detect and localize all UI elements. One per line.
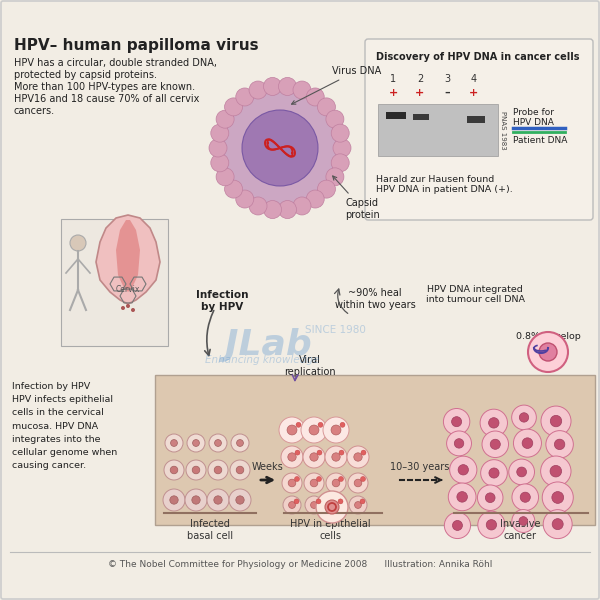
Text: SINCE 1980: SINCE 1980 — [305, 325, 365, 335]
Circle shape — [282, 473, 302, 493]
Circle shape — [216, 168, 234, 186]
Circle shape — [230, 460, 250, 480]
Circle shape — [70, 235, 86, 251]
Text: Invasive
cancer: Invasive cancer — [500, 519, 540, 541]
Circle shape — [317, 476, 322, 481]
Circle shape — [349, 496, 367, 514]
Text: +: + — [415, 88, 425, 98]
Text: 3: 3 — [444, 74, 450, 84]
Circle shape — [331, 124, 349, 142]
Circle shape — [347, 446, 369, 468]
Text: 4: 4 — [471, 74, 477, 84]
Circle shape — [170, 440, 178, 446]
Circle shape — [452, 416, 461, 427]
Circle shape — [552, 518, 563, 530]
Text: 0.8% develop
cancer: 0.8% develop cancer — [515, 332, 580, 352]
Circle shape — [528, 332, 568, 372]
Circle shape — [443, 409, 470, 435]
Text: HPV DNA integrated
into tumour cell DNA: HPV DNA integrated into tumour cell DNA — [425, 285, 524, 304]
Circle shape — [296, 422, 301, 427]
Text: PNAS 1983: PNAS 1983 — [500, 110, 506, 149]
Text: Infected
basal cell: Infected basal cell — [187, 519, 233, 541]
Circle shape — [317, 98, 335, 116]
Text: HPV has a circular, double stranded DNA,: HPV has a circular, double stranded DNA, — [14, 58, 217, 68]
Text: Cervix: Cervix — [116, 286, 140, 295]
Text: Enhancing knowledge: Enhancing knowledge — [205, 355, 319, 365]
Circle shape — [339, 450, 344, 455]
Circle shape — [192, 466, 200, 474]
Circle shape — [278, 77, 296, 95]
Circle shape — [278, 200, 296, 218]
Bar — [467, 116, 485, 123]
Text: Virus DNA: Virus DNA — [292, 66, 381, 104]
Circle shape — [452, 520, 463, 530]
Text: HPV in epithelial
cells: HPV in epithelial cells — [290, 519, 370, 541]
Circle shape — [310, 453, 318, 461]
Text: +: + — [388, 88, 398, 98]
Circle shape — [281, 446, 303, 468]
Circle shape — [236, 190, 254, 208]
Circle shape — [546, 431, 574, 458]
Circle shape — [522, 438, 533, 448]
Circle shape — [216, 110, 234, 128]
Text: Infection
by HPV: Infection by HPV — [196, 290, 248, 311]
Circle shape — [208, 460, 228, 480]
Circle shape — [550, 466, 562, 477]
Circle shape — [542, 482, 573, 513]
Bar — [378, 104, 498, 156]
Circle shape — [301, 417, 327, 443]
Circle shape — [331, 154, 349, 172]
Circle shape — [283, 496, 301, 514]
Circle shape — [512, 509, 535, 532]
Text: protected by capsid proteins.: protected by capsid proteins. — [14, 70, 157, 80]
Circle shape — [242, 110, 318, 186]
Circle shape — [294, 499, 299, 504]
Circle shape — [331, 425, 341, 435]
Circle shape — [311, 502, 317, 508]
Circle shape — [231, 434, 249, 452]
Text: +: + — [469, 88, 479, 98]
Circle shape — [449, 456, 477, 484]
Bar — [155, 375, 595, 525]
Text: HPV16 and 18 cause 70% of all cervix: HPV16 and 18 cause 70% of all cervix — [14, 94, 199, 104]
Circle shape — [306, 190, 324, 208]
Text: Patient DNA: Patient DNA — [513, 136, 568, 145]
FancyBboxPatch shape — [365, 39, 593, 220]
Circle shape — [348, 473, 368, 493]
Circle shape — [543, 509, 572, 539]
Circle shape — [263, 77, 281, 95]
Circle shape — [338, 499, 343, 504]
Circle shape — [163, 489, 185, 511]
Circle shape — [295, 476, 299, 481]
Circle shape — [187, 434, 205, 452]
Circle shape — [249, 197, 267, 215]
Text: Capsid
protein: Capsid protein — [332, 176, 380, 220]
Circle shape — [306, 88, 324, 106]
Circle shape — [211, 124, 229, 142]
Circle shape — [326, 473, 346, 493]
Circle shape — [478, 511, 505, 538]
Circle shape — [482, 431, 509, 458]
Circle shape — [361, 476, 365, 481]
Circle shape — [164, 460, 184, 480]
Circle shape — [304, 473, 324, 493]
Circle shape — [478, 485, 503, 511]
Circle shape — [486, 520, 497, 530]
Circle shape — [340, 422, 345, 427]
Circle shape — [263, 200, 281, 218]
Circle shape — [305, 496, 323, 514]
Circle shape — [288, 453, 296, 461]
Text: 2: 2 — [417, 74, 423, 84]
Circle shape — [454, 439, 464, 448]
Text: –: – — [444, 88, 450, 98]
Circle shape — [480, 409, 508, 437]
Circle shape — [512, 405, 536, 430]
Circle shape — [211, 154, 229, 172]
Circle shape — [326, 168, 344, 186]
Circle shape — [481, 460, 508, 487]
Text: Infection by HPV
HPV infects epithelial
cells in the cervical
mucosa. HPV DNA
in: Infection by HPV HPV infects epithelial … — [12, 382, 117, 470]
Circle shape — [354, 479, 362, 487]
Text: © The Nobel Committee for Physiology or Medicine 2008      Illustration: Annika : © The Nobel Committee for Physiology or … — [108, 560, 492, 569]
FancyBboxPatch shape — [61, 219, 168, 346]
